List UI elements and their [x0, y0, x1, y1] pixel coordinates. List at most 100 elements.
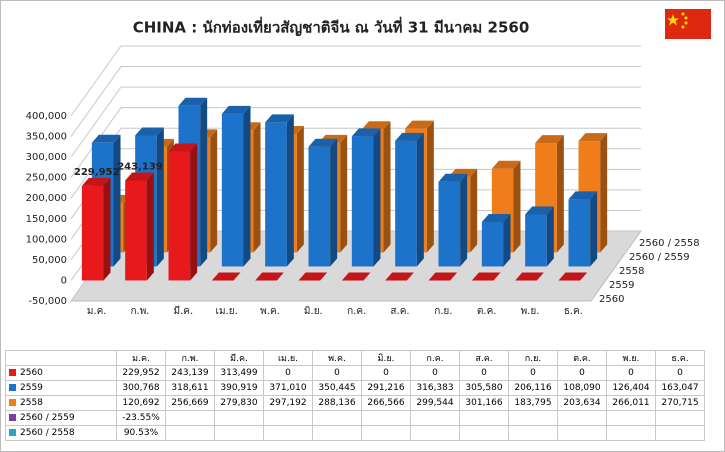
- bar-side: [426, 120, 434, 253]
- y-tick-label: -50,000: [28, 296, 67, 307]
- y-tick-label: 400,000: [26, 111, 67, 122]
- y-tick-label: 50,000: [32, 255, 67, 266]
- depth-label: 2558: [619, 266, 644, 277]
- x-tick-label: พ.ค.: [260, 306, 280, 317]
- table-cell: [655, 410, 705, 426]
- bar: [438, 181, 461, 267]
- table-cell: 350,445: [312, 380, 362, 396]
- table-cell: 0: [606, 365, 656, 381]
- bar-top: [178, 97, 208, 106]
- x-tick-label: มิ.ย.: [304, 306, 323, 317]
- table-header-cell: มี.ค.: [214, 350, 264, 366]
- bar-side: [103, 177, 111, 281]
- table-header-cell: ต.ค.: [557, 350, 607, 366]
- depth-label: 2560: [599, 294, 624, 305]
- table-row: 2559 300,768 318,611 390,919 371,010 350,445 2…: [5, 380, 705, 396]
- table-cell: [410, 410, 460, 426]
- table-cell: [508, 425, 558, 441]
- bar-side: [156, 127, 164, 267]
- bar: [525, 214, 547, 267]
- table-cell: 229,952: [116, 365, 166, 381]
- bar-side: [296, 125, 304, 253]
- table-cell: [214, 425, 264, 441]
- table-cell: [410, 425, 460, 441]
- table-row-header: 2560: [5, 365, 117, 381]
- bar: [125, 180, 147, 281]
- chart-title: CHINA : นักท่องเที่ยวสัญชาติจีน ณ วันที่…: [133, 17, 530, 37]
- table-cell: [557, 410, 607, 426]
- table-cell: [361, 425, 411, 441]
- bar-top: [428, 272, 458, 281]
- bar-top: [91, 134, 121, 143]
- bar-side: [210, 129, 218, 253]
- bar: [568, 199, 591, 267]
- bar-top: [298, 272, 328, 281]
- table-cell: 126,404: [606, 380, 656, 396]
- bar: [481, 222, 504, 267]
- bar-top: [568, 191, 598, 200]
- depth-label: 2560 / 2559: [629, 252, 690, 263]
- bar-side: [416, 132, 424, 267]
- depth-label: 2559: [609, 280, 634, 291]
- table-cell: [508, 410, 558, 426]
- table-header-cell: เม.ย.: [263, 350, 313, 366]
- depth-label: 2560 / 2558: [639, 238, 700, 249]
- flag: [665, 9, 711, 39]
- legend-label: 2560 / 2559: [20, 413, 75, 423]
- bar: [265, 122, 287, 267]
- table-cell: 266,566: [361, 395, 411, 411]
- table-row-header: 2559: [5, 380, 117, 396]
- grid-line: [70, 45, 641, 117]
- table-cell: 0: [410, 365, 460, 381]
- bar-side: [146, 172, 154, 281]
- table-row: 2558 120,692 256,669 279,830 297,192 288,136 2…: [5, 395, 705, 411]
- table-cell: 279,830: [214, 395, 264, 411]
- table-cell: 305,580: [459, 380, 509, 396]
- bar-top: [81, 177, 111, 186]
- table-cell: [312, 425, 362, 441]
- bar-top: [395, 132, 424, 141]
- y-tick-label: 100,000: [26, 234, 67, 245]
- bar-top: [515, 272, 544, 281]
- x-tick-label: ส.ค.: [390, 306, 409, 317]
- bar-side: [200, 97, 208, 267]
- bar: [308, 146, 331, 267]
- table-row: 2560 229,952 243,139 313,499 0 0 0 0 0 0 0 0 0: [5, 365, 705, 381]
- table-cell: 266,011: [606, 395, 656, 411]
- bar-top: [535, 135, 564, 144]
- grid-line: [70, 66, 641, 137]
- bar-side: [190, 143, 198, 281]
- bar-top: [361, 121, 391, 130]
- table-cell: 300,768: [116, 380, 166, 396]
- bar-top: [221, 105, 251, 114]
- table-cell: 318,611: [165, 380, 215, 396]
- table-cell: [557, 425, 607, 441]
- table-cell: 297,192: [263, 395, 313, 411]
- y-tick-label: 0: [61, 275, 67, 286]
- chart: CHINA : นักท่องเที่ยวสัญชาติจีน ณ วันที่…: [26, 9, 711, 317]
- table-cell: 0: [459, 365, 509, 381]
- table-cell: 270,715: [655, 395, 705, 411]
- bar: [168, 151, 191, 281]
- bar-side: [340, 134, 348, 253]
- table-header-cell: ก.พ.: [165, 350, 215, 366]
- table-cell: -23.55%: [116, 410, 166, 426]
- bar: [351, 136, 374, 267]
- x-tick-label: พ.ย.: [521, 306, 540, 317]
- bar-side: [556, 135, 564, 253]
- bar-top: [125, 172, 154, 181]
- bar-side: [503, 214, 511, 267]
- bar-side: [373, 128, 381, 267]
- table-cell: 163,047: [655, 380, 705, 396]
- table-cell: 390,919: [214, 380, 264, 396]
- table-cell: [214, 410, 264, 426]
- table-cell: [312, 410, 362, 426]
- table-cell: 291,216: [361, 380, 411, 396]
- table-cell: 206,116: [508, 380, 558, 396]
- table-cell: 0: [312, 365, 362, 381]
- legend-swatch: [9, 399, 16, 406]
- bar-top: [255, 272, 284, 281]
- table-cell: 120,692: [116, 395, 166, 411]
- bar-top: [351, 128, 381, 137]
